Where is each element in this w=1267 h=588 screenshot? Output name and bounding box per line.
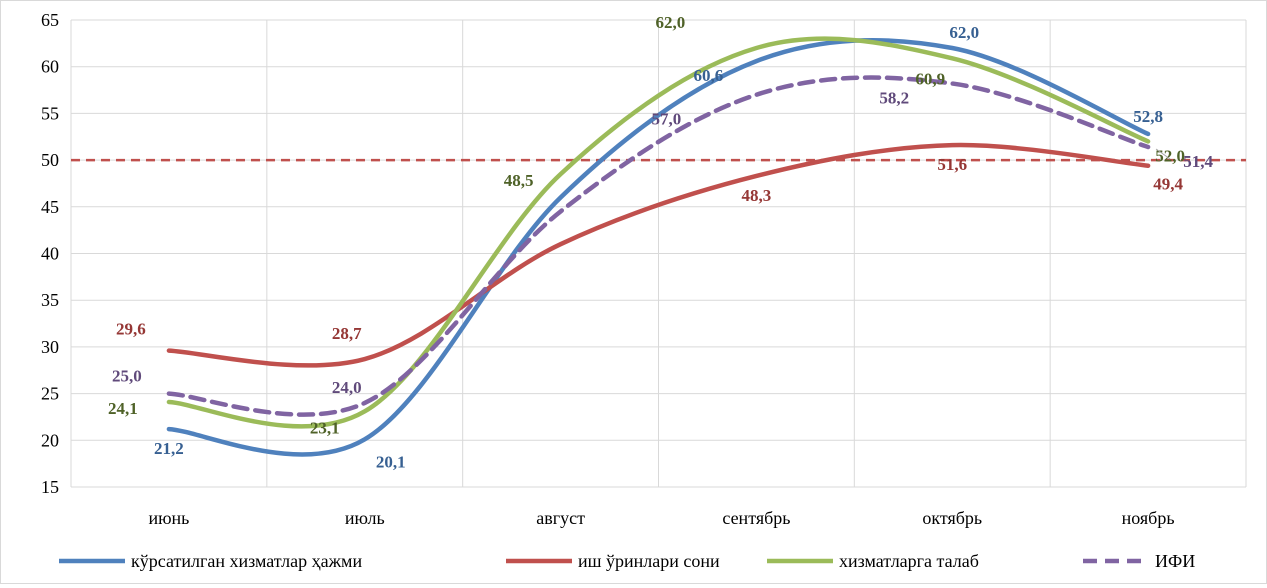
data-label: 52,0 bbox=[1155, 146, 1185, 165]
data-label: 62,0 bbox=[656, 13, 686, 32]
data-label: 25,0 bbox=[112, 367, 142, 386]
legend: кўрсатилган хизматлар ҳажми иш ўринлари с… bbox=[59, 551, 1195, 571]
series-lines bbox=[166, 36, 1151, 457]
data-label: 21,2 bbox=[154, 439, 184, 458]
data-label: 24,1 bbox=[108, 399, 138, 418]
series-line-3 bbox=[166, 36, 1151, 429]
x-tick-label: июнь bbox=[148, 508, 189, 528]
y-axis: 15 20 25 30 35 40 45 50 55 60 65 bbox=[41, 10, 59, 497]
grid bbox=[70, 19, 1247, 488]
data-label: 51,6 bbox=[937, 155, 967, 174]
data-label: 20,1 bbox=[376, 452, 406, 471]
x-tick-label: октябрь bbox=[922, 508, 982, 528]
y-tick-label: 35 bbox=[41, 290, 59, 310]
y-tick-label: 40 bbox=[41, 244, 59, 264]
x-tick-label: август bbox=[536, 508, 585, 528]
legend-label: ИФИ bbox=[1155, 551, 1195, 571]
data-label: 52,8 bbox=[1133, 107, 1163, 126]
data-label: 58,2 bbox=[879, 89, 909, 108]
series-line-1 bbox=[166, 37, 1151, 457]
y-tick-label: 55 bbox=[41, 103, 59, 123]
label-leader bbox=[1155, 148, 1171, 160]
data-label: 51,4 bbox=[1183, 152, 1213, 171]
data-label: 60,6 bbox=[694, 66, 724, 85]
y-tick-label: 45 bbox=[41, 197, 59, 217]
series-line-2 bbox=[166, 142, 1151, 368]
series-line-4 bbox=[166, 75, 1151, 417]
data-label: 49,4 bbox=[1153, 175, 1183, 194]
legend-label: иш ўринлари сони bbox=[578, 551, 720, 571]
x-tick-label: сентябрь bbox=[722, 508, 790, 528]
x-tick-label: июль bbox=[345, 508, 385, 528]
y-tick-label: 50 bbox=[41, 150, 59, 170]
y-tick-label: 60 bbox=[41, 57, 59, 77]
y-tick-label: 15 bbox=[41, 477, 59, 497]
data-label: 62,0 bbox=[949, 23, 979, 42]
y-tick-label: 30 bbox=[41, 337, 59, 357]
data-label: 60,9 bbox=[915, 69, 945, 88]
x-tick-label: ноябрь bbox=[1122, 508, 1175, 528]
data-label: 29,6 bbox=[116, 320, 146, 339]
data-label: 23,1 bbox=[310, 418, 340, 437]
data-label: 48,3 bbox=[742, 186, 772, 205]
data-label: 48,5 bbox=[504, 171, 534, 190]
y-tick-label: 65 bbox=[41, 10, 59, 30]
legend-label: хизматларга талаб bbox=[839, 551, 979, 571]
data-label: 28,7 bbox=[332, 324, 362, 343]
legend-label: кўрсатилган хизматлар ҳажми bbox=[131, 551, 362, 571]
y-tick-label: 20 bbox=[41, 430, 59, 450]
data-labels: 21,2 20,1 60,6 62,0 52,8 29,6 28,7 48,3 51,6 49,4… bbox=[108, 13, 1213, 471]
data-label: 24,0 bbox=[332, 378, 362, 397]
x-axis: июнь июль август сентябрь октябрь ноябрь bbox=[148, 508, 1174, 528]
y-tick-label: 25 bbox=[41, 384, 59, 404]
data-label: 57,0 bbox=[652, 110, 682, 129]
